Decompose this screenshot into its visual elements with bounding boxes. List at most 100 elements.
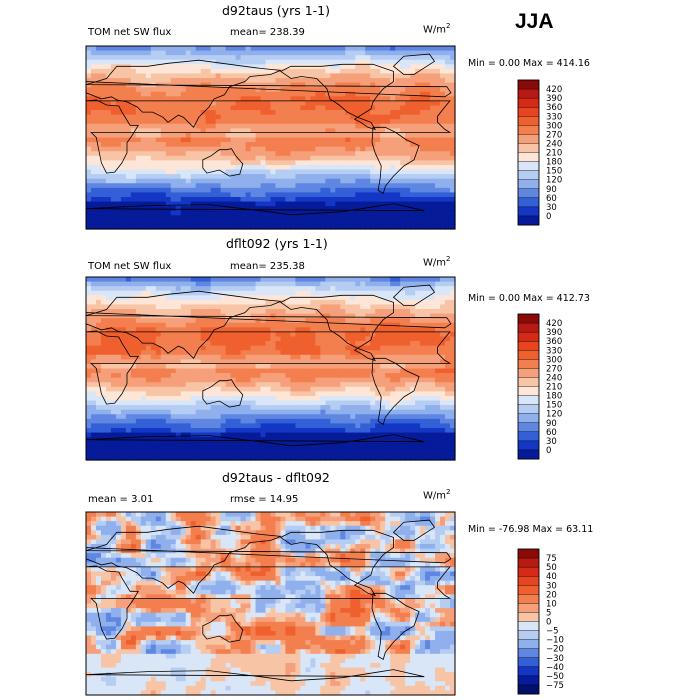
map-cell — [160, 128, 167, 134]
map-cell — [375, 114, 381, 120]
map-cell — [290, 427, 297, 434]
map-cell — [110, 277, 117, 283]
map-cell — [100, 119, 107, 125]
map-cell — [200, 336, 207, 342]
map-cell — [135, 119, 142, 125]
map-cell — [150, 441, 157, 447]
map-cell — [130, 318, 137, 324]
map-cell — [400, 87, 406, 93]
map-cell — [260, 414, 267, 420]
map-cell — [150, 345, 157, 351]
map-cell — [335, 155, 341, 161]
map-cell — [245, 59, 252, 65]
map-cell — [230, 201, 237, 207]
map-cell — [240, 368, 247, 374]
map-cell — [320, 373, 326, 379]
map-cell — [95, 201, 102, 207]
map-cell — [155, 219, 162, 226]
map-cell — [450, 128, 456, 134]
map-cell — [380, 78, 386, 84]
map-cell — [95, 414, 102, 420]
map-cell — [210, 295, 217, 301]
map-cell — [430, 210, 436, 216]
colorbar-tick-label: 120 — [546, 176, 562, 186]
map-cell — [130, 178, 137, 184]
map-cell — [155, 128, 162, 134]
map-cell — [225, 123, 232, 129]
map-cell — [240, 137, 247, 143]
map-cell — [110, 377, 117, 383]
map-cell — [300, 82, 307, 88]
map-cell — [140, 455, 147, 461]
map-cell — [175, 427, 182, 434]
map-cell — [245, 405, 252, 411]
map-cell — [370, 55, 376, 61]
map-cell — [205, 423, 212, 429]
map-cell — [310, 290, 316, 296]
map-cell — [325, 210, 331, 216]
map-cell — [370, 174, 376, 180]
map-cell — [325, 331, 331, 338]
map-cell — [375, 142, 381, 148]
map-cell — [115, 423, 122, 429]
map-cell — [190, 295, 197, 301]
map-cell — [250, 100, 257, 107]
map-cell — [315, 391, 321, 397]
map-cell — [175, 423, 182, 429]
map-cell — [325, 174, 331, 180]
map-cell — [170, 187, 177, 193]
map-cell — [165, 391, 172, 397]
map-cell — [120, 341, 127, 347]
map-cell — [240, 64, 247, 70]
map-cell — [260, 354, 267, 360]
map-cell — [125, 87, 132, 93]
map-cell — [445, 196, 451, 203]
map-cell — [125, 281, 132, 287]
map-cell — [330, 137, 336, 143]
map-cell — [360, 142, 366, 148]
map-cell — [380, 105, 386, 111]
map-cell — [255, 169, 262, 175]
map-cell — [135, 219, 142, 226]
map-cell — [245, 78, 252, 84]
map-cell — [180, 286, 187, 292]
map-cell — [415, 100, 421, 107]
map-cell — [305, 446, 311, 452]
map-cell — [430, 87, 436, 93]
map-cell — [135, 405, 142, 411]
map-cell — [270, 187, 277, 193]
map-cell — [160, 350, 167, 356]
map-cell — [310, 432, 316, 438]
map-cell — [355, 87, 361, 93]
map-cell — [320, 345, 326, 351]
map-cell — [270, 286, 277, 292]
map-cell — [215, 322, 222, 328]
map-cell — [285, 219, 292, 226]
map-cell — [120, 400, 127, 406]
map-cell — [125, 455, 132, 461]
map-cell — [300, 405, 307, 411]
map-cell — [180, 405, 187, 411]
map-cell — [400, 110, 406, 116]
map-cell — [295, 427, 302, 434]
map-cell — [340, 224, 346, 230]
map-cell — [90, 322, 97, 328]
map-cell — [280, 224, 287, 230]
map-cell — [180, 142, 187, 148]
map-cell — [290, 219, 297, 226]
map-cell — [95, 91, 102, 97]
map-cell — [255, 46, 262, 52]
map-cell — [250, 206, 257, 212]
map-cell — [210, 331, 217, 338]
map-cell — [160, 201, 167, 207]
map-cell — [125, 59, 132, 65]
map-cell — [135, 309, 142, 315]
map-cell — [245, 368, 252, 374]
map-cell — [235, 418, 242, 424]
map-cell — [425, 201, 431, 207]
map-cell — [210, 192, 217, 198]
map-cell — [260, 142, 267, 148]
map-cell — [360, 178, 366, 184]
map-cell — [275, 446, 282, 452]
map-cell — [415, 78, 421, 84]
